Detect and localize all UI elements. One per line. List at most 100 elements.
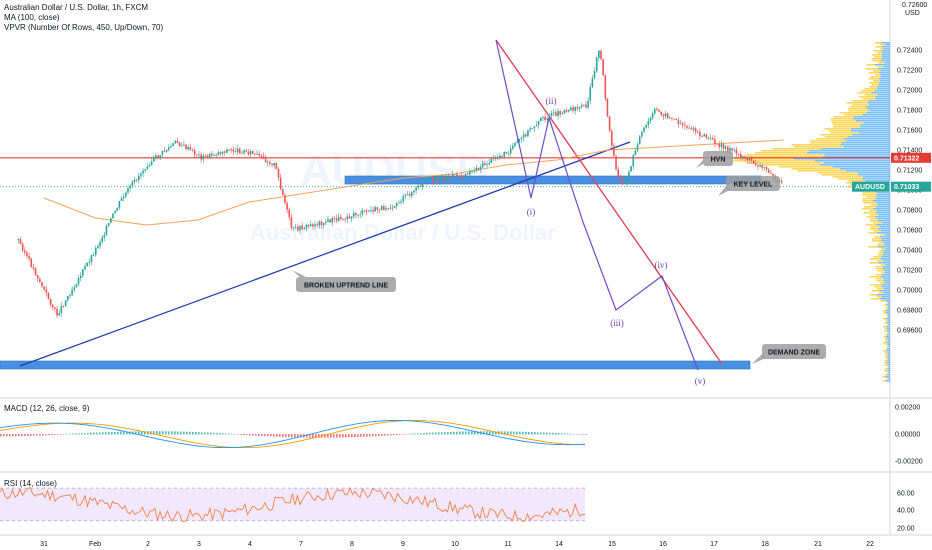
macd-histogram-bar [225,433,227,435]
macd-histogram-bar [60,434,62,435]
profile-row-down [872,200,890,202]
candle-body [546,118,549,120]
macd-histogram-bar [234,433,236,435]
date-label: 11 [504,541,511,548]
candle-body [71,289,73,296]
candle-body [314,224,316,227]
macd-histogram-bar [198,432,200,435]
candle-body [97,246,99,249]
profile-row-up [874,236,880,238]
candle-body [595,57,598,72]
profile-row-down [885,248,890,250]
macd-histogram-bar [126,431,128,435]
candle-body [600,50,602,60]
profile-row-up [866,216,876,218]
profile-row-up [883,336,886,338]
macd-histogram-bar [330,434,332,438]
macd-histogram-bar [9,434,11,437]
macd-histogram-bar [525,431,527,435]
macd-histogram-bar [222,433,224,435]
candle-body [200,154,202,160]
candle-body [26,252,28,257]
wave-label: (i) [527,207,536,217]
macd-histogram-bar [369,434,371,437]
profile-row-down [883,288,890,290]
candle-body [170,145,172,148]
profile-row-up [884,338,887,340]
date-label: 17 [710,541,718,548]
macd-histogram-bar [528,431,530,435]
candle-body [421,183,424,187]
macd-histogram-bar [486,431,488,435]
profile-row-down [885,318,890,320]
date-label: 10 [451,541,459,548]
macd-histogram-bar [48,434,50,436]
macd-tick: 0.00000 [895,432,920,439]
candle-body [499,155,501,158]
candle-body [419,185,422,187]
profile-row-down [877,220,890,222]
macd-histogram-bar [345,434,347,438]
candle-body [342,218,344,220]
candle-body [671,117,673,119]
profile-row-up [884,330,887,332]
macd-histogram-bar [171,431,173,435]
macd-histogram-bar [423,433,425,435]
profile-row-down [880,258,890,260]
price-tick: 0.69800 [897,308,922,315]
profile-row-down [878,78,890,80]
profile-row-up [872,238,882,240]
profile-row-down [887,334,890,336]
macd-histogram-bar [99,432,101,435]
profile-row-down [878,214,890,216]
macd-histogram-bar [516,431,518,435]
candle-body [299,225,301,231]
candle-body [653,108,656,114]
macd-histogram-bar [81,433,83,435]
candle-body [613,145,615,157]
profile-row-up [877,52,883,54]
profile-row-down [846,140,890,142]
candle-body [619,175,622,181]
candle-body [387,208,389,210]
price-tick: 0.71400 [897,148,922,155]
profile-row-down [869,110,890,112]
candle-body [51,304,54,308]
profile-row-down [888,324,890,326]
profile-row-down [847,136,890,138]
profile-row-down [887,356,890,358]
profile-row-up [869,214,879,216]
candle-body [514,142,516,146]
candle-body [322,222,325,226]
profile-row-up [885,314,888,316]
profile-row-up [886,332,889,334]
macd-histogram-bar [459,431,461,435]
macd-histogram-bar [264,434,266,437]
candle-body [770,172,772,174]
profile-row-down [875,96,890,98]
profile-row-down [875,194,890,196]
macd-histogram-bar [558,433,560,435]
candle-body [359,214,361,216]
profile-row-up [862,198,876,200]
macd-histogram-bar [327,434,329,438]
price-tick: 0.71800 [897,108,922,115]
axis-top-tick: 0.72600 [902,2,927,9]
candle-body [542,116,544,118]
candles [17,49,783,318]
macd-histogram-bar [570,433,572,435]
candle-body [264,157,267,163]
candle-body [286,202,288,210]
profile-row-down [878,262,890,264]
candle-body [759,164,761,167]
profile-row-down [822,156,890,158]
candle-body [505,151,508,154]
candle-body [245,150,248,152]
candle-body [583,104,585,106]
candle-body [565,110,568,112]
candle-body [696,131,699,133]
macd-histogram-bar [426,432,428,435]
time-axis[interactable]: 31 Feb 2 3 4 7 8 9 10 11 14 15 16 17 18 21 22 [40,541,874,548]
